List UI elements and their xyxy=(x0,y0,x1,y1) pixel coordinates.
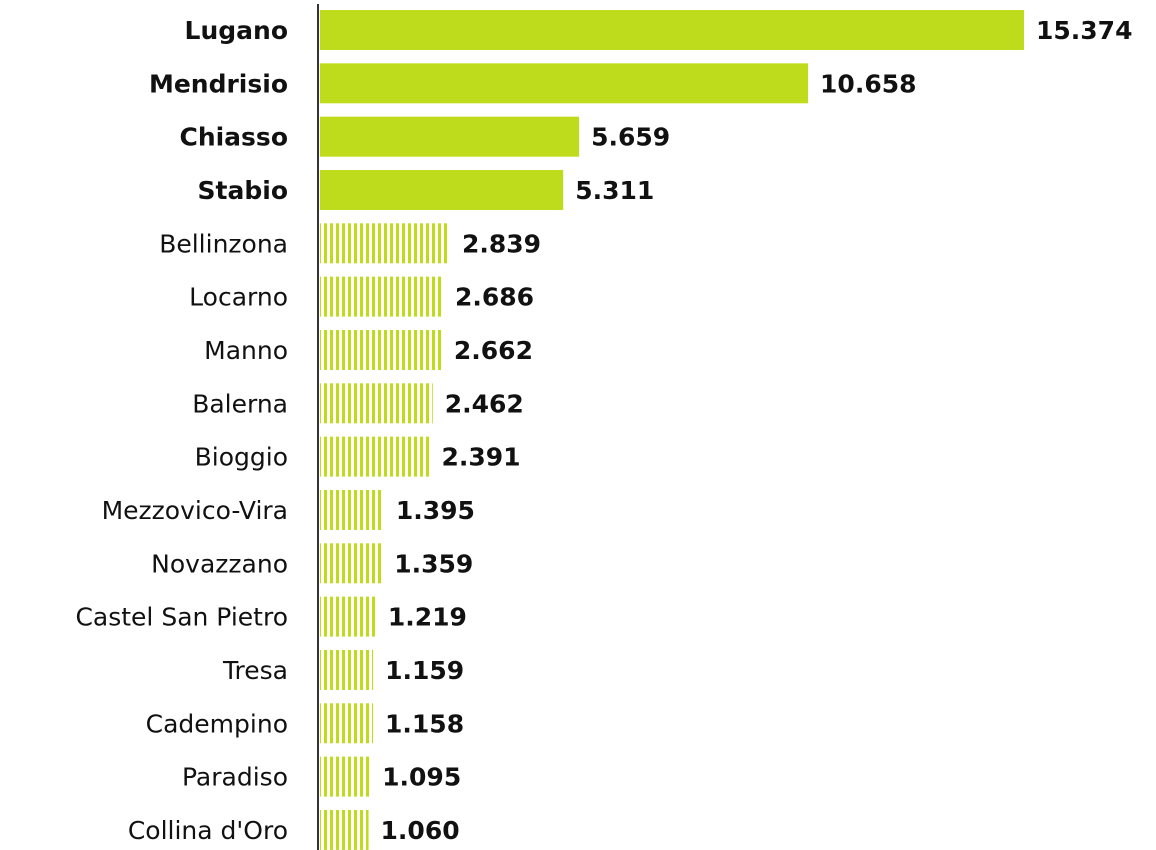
bar xyxy=(320,116,580,157)
bar xyxy=(320,223,451,264)
value-label: 5.659 xyxy=(591,123,670,152)
bar xyxy=(320,596,376,637)
value-label: 1.359 xyxy=(394,549,473,578)
bar xyxy=(320,703,374,744)
bar xyxy=(320,809,369,850)
category-label: Bellinzona xyxy=(159,229,288,258)
bar xyxy=(320,63,809,104)
bar xyxy=(320,756,371,797)
value-label: 2.686 xyxy=(455,283,534,312)
value-label: 10.658 xyxy=(820,69,916,98)
bar xyxy=(320,489,384,530)
bar xyxy=(320,10,1024,50)
bar xyxy=(320,329,442,370)
bar xyxy=(320,649,374,690)
category-label: Stabio xyxy=(198,176,288,205)
bar xyxy=(320,169,564,210)
bar xyxy=(320,543,383,584)
category-label: Mendrisio xyxy=(149,69,288,98)
category-label: Paradiso xyxy=(182,763,288,792)
bar xyxy=(320,436,430,477)
category-label: Castel San Pietro xyxy=(75,603,288,632)
category-label: Locarno xyxy=(189,283,288,312)
value-label: 15.374 xyxy=(1036,16,1132,45)
category-label: Novazzano xyxy=(151,549,288,578)
bar xyxy=(320,383,433,424)
category-label: Manno xyxy=(204,336,288,365)
category-label: Balerna xyxy=(192,389,288,418)
category-label: Lugano xyxy=(185,16,288,45)
category-label: Mezzovico-Vira xyxy=(102,496,288,525)
value-label: 1.395 xyxy=(396,496,475,525)
value-label: 1.158 xyxy=(385,709,464,738)
category-label: Collina d'Oro xyxy=(128,816,288,845)
value-label: 1.060 xyxy=(381,816,460,845)
value-label: 1.219 xyxy=(388,603,467,632)
value-label: 2.662 xyxy=(454,336,533,365)
value-label: 2.462 xyxy=(445,389,524,418)
value-label: 1.159 xyxy=(385,656,464,685)
category-label: Tresa xyxy=(222,656,288,685)
value-label: 1.095 xyxy=(382,763,461,792)
category-label: Chiasso xyxy=(179,123,288,152)
category-label: Cadempino xyxy=(146,709,288,738)
value-label: 2.839 xyxy=(462,229,541,258)
value-label: 5.311 xyxy=(575,176,654,205)
bar xyxy=(320,276,443,317)
category-label: Bioggio xyxy=(195,443,288,472)
value-label: 2.391 xyxy=(441,443,520,472)
